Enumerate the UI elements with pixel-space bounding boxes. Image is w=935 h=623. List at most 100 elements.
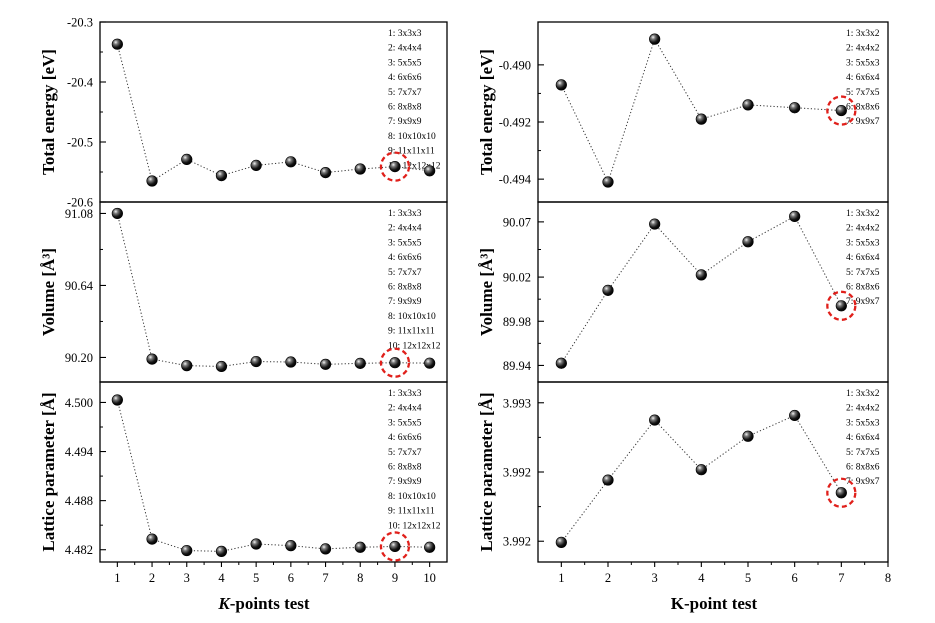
data-point (285, 356, 297, 368)
legend-entry: 6: 8x8x6 (846, 103, 880, 113)
data-point (555, 79, 567, 91)
legend-entry: 10: 12x12x12 (388, 161, 441, 171)
legend-entry: 9: 11x11x11 (388, 327, 435, 337)
y-axis-title: Lattice parameter [Å] (39, 392, 58, 551)
y-axis-title: Total energy [eV] (477, 49, 496, 175)
data-point (835, 487, 847, 499)
left-x-axis-title-rest: -points test (230, 594, 310, 613)
data-point (424, 165, 436, 177)
data-point (555, 357, 567, 369)
data-point (789, 210, 801, 222)
y-axis-title: Total energy [eV] (39, 49, 58, 175)
x-tick-label: 7 (322, 571, 328, 585)
x-tick-label: 4 (698, 571, 705, 585)
legend-entry: 2: 4x4x2 (846, 404, 880, 414)
highlight-ring (826, 477, 857, 508)
legend-entry: 1: 3x3x3 (388, 29, 422, 39)
x-tick-label: 2 (605, 571, 611, 585)
legend-entry: 3: 5x5x3 (846, 418, 880, 428)
y-tick-label: 90.02 (503, 271, 531, 285)
data-point (285, 540, 297, 552)
x-tick-label: 3 (184, 571, 190, 585)
legend-entry: 7: 9x9x9 (388, 477, 422, 487)
y-tick-label: -20.3 (67, 16, 93, 30)
legend-entry: 2: 4x4x4 (388, 404, 422, 414)
legend-entry: 4: 6x6x4 (846, 73, 880, 83)
data-point (695, 113, 707, 125)
legend-entry: 7: 9x9x7 (846, 297, 880, 307)
x-tick-label: 9 (392, 571, 398, 585)
x-tick-label: 6 (288, 571, 294, 585)
legend-entry: 1: 3x3x2 (846, 389, 880, 399)
legend-entry: 6: 8x8x6 (846, 283, 880, 293)
y-tick-label: 4.500 (65, 396, 93, 410)
legend-entry: 10: 12x12x12 (388, 341, 441, 351)
y-tick-label: 90.07 (503, 215, 531, 229)
right-x-axis-title: K-point test (671, 594, 758, 613)
y-tick-label: -0.494 (499, 173, 532, 187)
series-line (116, 399, 430, 552)
legend-entry: 9: 11x11x11 (388, 507, 435, 517)
data-point (649, 218, 661, 230)
legend-entry: 3: 5x5x5 (388, 238, 422, 248)
highlight-ring (826, 290, 857, 321)
data-point (181, 360, 193, 372)
data-point (835, 300, 847, 312)
legend-entry: 7: 9x9x7 (846, 477, 880, 487)
legend-entry: 3: 5x5x3 (846, 238, 880, 248)
legend-entry: 4: 6x6x6 (388, 73, 422, 83)
left-x-axis-title-k: K (217, 594, 231, 613)
legend-entry: 2: 4x4x2 (846, 44, 880, 54)
data-point (319, 358, 332, 370)
legend-entry: 6: 8x8x6 (846, 463, 880, 473)
y-tick-label: 90.64 (65, 279, 94, 293)
legend-entry: 5: 7x7x5 (846, 268, 880, 278)
legend-entry: 4: 6x6x6 (388, 253, 422, 263)
x-tick-label: 8 (885, 571, 891, 585)
y-tick-label: 89.94 (503, 359, 532, 373)
x-tick-label: 2 (149, 571, 155, 585)
y-tick-label: 90.20 (65, 351, 93, 365)
legend-entry: 2: 4x4x4 (388, 44, 422, 54)
y-axis-title: Lattice parameter [Å] (477, 392, 496, 551)
legend-entry: 5: 7x7x7 (388, 448, 422, 458)
legend-entry: 8: 10x10x10 (388, 492, 436, 502)
y-tick-label: 91.08 (65, 207, 93, 221)
data-point (111, 394, 123, 406)
data-point (742, 430, 754, 442)
legend-entry: 4: 6x6x4 (846, 433, 880, 443)
legend-entry: 2: 4x4x4 (388, 224, 422, 234)
data-point (424, 541, 436, 553)
data-point (649, 414, 661, 426)
data-point (742, 236, 754, 248)
data-point (602, 176, 614, 188)
data-point (354, 357, 366, 369)
y-tick-label: 4.494 (65, 445, 94, 459)
y-axis-title: Volume [Å³] (39, 248, 58, 336)
highlight-ring (379, 347, 411, 378)
data-point (250, 355, 262, 368)
y-tick-label: -20.4 (67, 76, 94, 90)
y-tick-label: -20.6 (67, 196, 93, 210)
data-point (389, 357, 401, 369)
data-point (602, 284, 614, 296)
data-point (146, 175, 158, 187)
data-point (695, 464, 707, 476)
x-tick-label: 4 (218, 571, 225, 585)
y-tick-label: 4.488 (65, 494, 93, 508)
series-line (116, 213, 430, 367)
x-tick-label: 3 (652, 571, 658, 585)
x-tick-label: 1 (114, 571, 120, 585)
legend-entry: 3: 5x5x3 (846, 58, 880, 68)
x-tick-label: 6 (792, 571, 798, 585)
plot-frame (537, 381, 889, 563)
data-point (319, 167, 332, 179)
highlight-ring (826, 95, 857, 126)
y-tick-label: 3.993 (503, 396, 531, 410)
data-point (389, 161, 401, 173)
legend-entry: 1: 3x3x2 (846, 209, 880, 219)
left-x-axis-title: K-points test (217, 594, 309, 613)
data-point (695, 269, 707, 281)
